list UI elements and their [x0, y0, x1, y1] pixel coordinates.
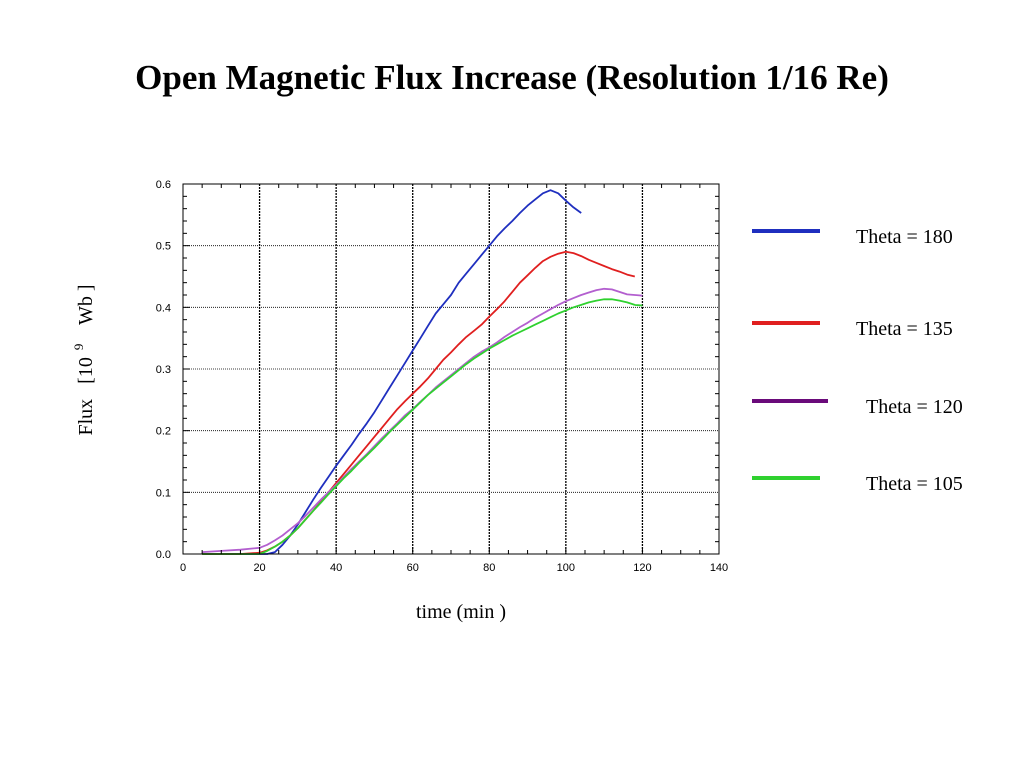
- x-tick-label: 20: [253, 562, 265, 574]
- grid-layer: [183, 184, 719, 554]
- x-tick-label: 60: [407, 562, 419, 574]
- series-line-4: [202, 298, 643, 555]
- y-axis-title: Flux [10 9 Wb ]: [66, 284, 97, 435]
- series-line-3: [202, 287, 643, 553]
- legend-label-2: Theta = 135: [856, 318, 953, 340]
- legend-label-4: Theta = 105: [866, 473, 963, 495]
- x-tick-label: 0: [180, 562, 186, 574]
- y-tick-label: 0.1: [156, 487, 171, 499]
- series-line-1: [202, 189, 582, 555]
- x-tick-label: 120: [633, 562, 651, 574]
- y-axis-title-base: [10: [75, 357, 97, 384]
- series-layer: [202, 189, 643, 555]
- legend-label-3: Theta = 120: [866, 396, 963, 418]
- y-axis-title-exponent: 9: [71, 344, 86, 351]
- y-axis-title-flux: Flux: [75, 399, 97, 436]
- y-axis-title-unit: Wb ]: [75, 284, 97, 325]
- x-tick-label: 140: [710, 562, 728, 574]
- y-tick-label: 0.5: [156, 241, 171, 253]
- y-tick-label: 0.4: [156, 302, 171, 314]
- ticks-layer: [182, 183, 720, 555]
- tick-labels-layer: 0 20 40 60 80 100 120 140 0.0 0.1 0.2 0.3 0.4 0.5 0.6: [156, 179, 728, 574]
- legend: Theta = 180 Theta = 135 Theta = 120 Theta =…: [752, 226, 963, 495]
- chart-title: Open Magnetic Flux Increase (Resolution …: [135, 58, 889, 97]
- y-tick-label: 0.6: [156, 179, 171, 191]
- y-tick-label: 0.2: [156, 426, 171, 438]
- y-tick-label: 0.3: [156, 364, 171, 376]
- legend-label-1: Theta = 180: [856, 226, 953, 248]
- svg-text:Flux [10 9 W: Flux [10 9 Wb ]: [66, 284, 97, 435]
- x-axis-title: time (min ): [416, 601, 506, 623]
- x-tick-label: 40: [330, 562, 342, 574]
- x-tick-label: 80: [483, 562, 495, 574]
- y-tick-label: 0.0: [156, 549, 171, 561]
- x-tick-label: 100: [557, 562, 575, 574]
